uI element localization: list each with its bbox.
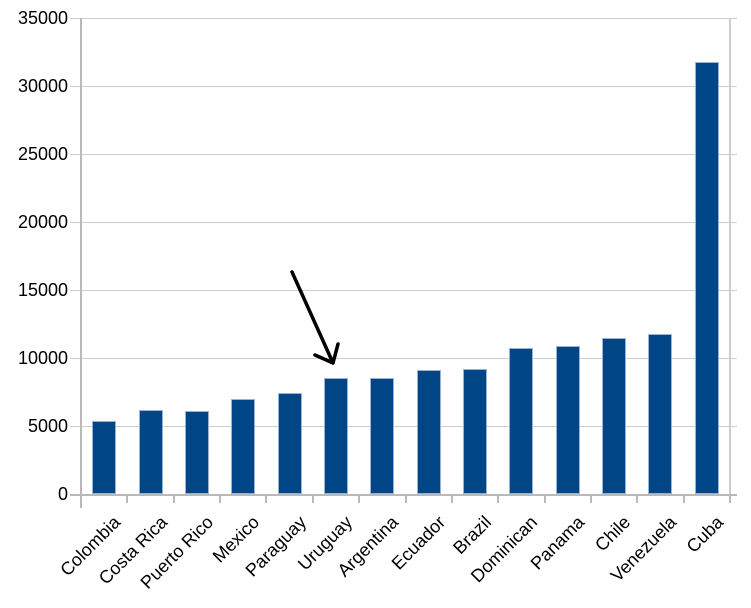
- bar-ecuador: [416, 370, 441, 494]
- arrow-icon: [290, 270, 340, 365]
- x-axis-tick: [729, 494, 731, 503]
- x-axis-tick: [80, 494, 82, 503]
- x-axis-tick: [126, 494, 129, 503]
- y-tick-label-35000: 35000: [17, 8, 68, 28]
- bar-dominican: [509, 348, 534, 494]
- y-tick-label-15000: 15000: [17, 280, 68, 300]
- gridline-35000: [70, 17, 737, 19]
- x-axis-tick: [589, 494, 592, 503]
- x-axis-tick: [682, 494, 685, 503]
- bar-chile: [602, 337, 627, 494]
- gridline-30000: [70, 85, 737, 87]
- y-tick-label-25000: 25000: [17, 144, 68, 164]
- x-axis-tick: [497, 494, 500, 503]
- x-axis-tick: [219, 494, 222, 503]
- gridline-10000: [70, 357, 737, 359]
- x-tick-label-text: Cuba: [682, 512, 727, 557]
- x-axis-tick: [311, 494, 314, 503]
- x-axis-tick: [404, 494, 407, 503]
- bar-uruguay: [323, 378, 348, 494]
- x-axis-tick: [543, 494, 546, 503]
- bar-argentina: [370, 377, 395, 494]
- x-axis-line: [70, 493, 737, 496]
- bar-paraguay: [277, 393, 302, 494]
- x-axis-tick: [636, 494, 639, 503]
- bar-puerto-rico: [184, 411, 209, 494]
- gridline-15000: [70, 289, 737, 291]
- bar-mexico: [231, 398, 256, 494]
- y-tick-label-20000: 20000: [17, 212, 68, 232]
- bar-panama: [555, 345, 580, 494]
- x-axis-tick: [450, 494, 453, 503]
- gridline-20000: [70, 221, 737, 223]
- y-tick-label-5000: 5000: [27, 416, 68, 436]
- y-tick-label-10000: 10000: [17, 348, 68, 368]
- y-tick-label-30000: 30000: [17, 76, 68, 96]
- gridline-5000: [70, 425, 737, 427]
- y-tick-label-0: 0: [57, 484, 68, 504]
- y-axis-line: [80, 18, 82, 508]
- plot-right-border: [729, 18, 731, 494]
- x-axis-tick: [172, 494, 175, 503]
- bar-colombia: [92, 420, 117, 494]
- gridline-25000: [70, 153, 737, 155]
- x-axis-tick: [358, 494, 361, 503]
- bar-cuba: [694, 61, 719, 494]
- bar-costa-rica: [138, 409, 163, 494]
- bar-venezuela: [648, 333, 673, 494]
- x-axis-tick: [265, 494, 268, 503]
- bar-brazil: [463, 368, 488, 494]
